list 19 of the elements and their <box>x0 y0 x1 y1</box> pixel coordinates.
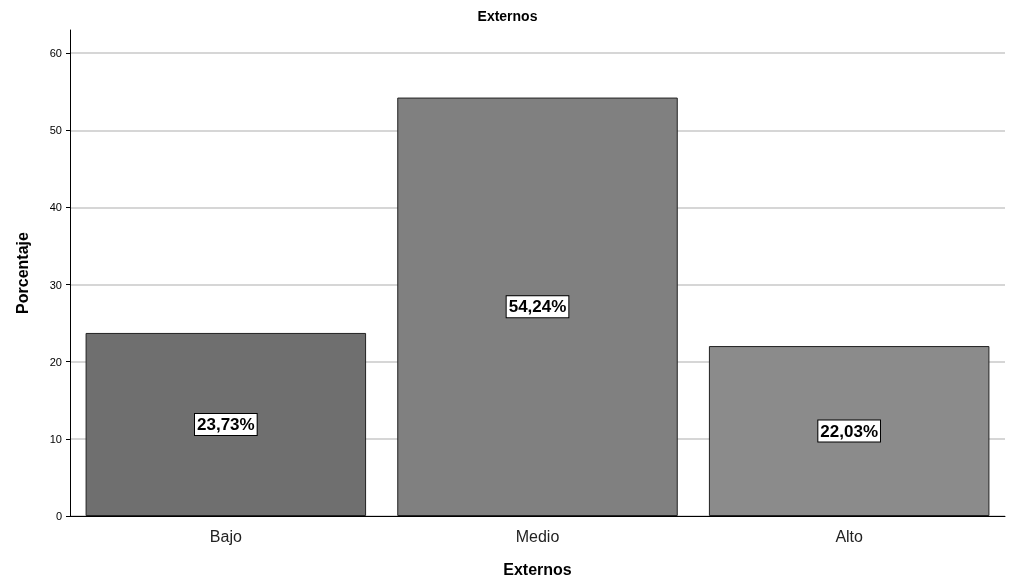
bar <box>397 97 678 516</box>
y-tick-label: 0 <box>55 510 62 522</box>
y-axis-title: Porcentaje <box>13 231 31 314</box>
y-tick-label: 10 <box>49 432 62 445</box>
y-tick-label: 50 <box>49 124 62 137</box>
y-tick-label: 30 <box>49 278 62 291</box>
data-label: 23,73% <box>197 414 255 434</box>
x-tick-label: Alto <box>835 527 864 545</box>
chart-title: Externos <box>477 8 538 24</box>
x-tick-label: Medio <box>515 527 560 545</box>
bar <box>85 332 367 516</box>
x-tick-label: Bajo <box>209 527 242 545</box>
bar <box>708 346 990 516</box>
y-tick-label: 60 <box>49 47 62 60</box>
y-tick-label: 40 <box>49 201 62 214</box>
data-label: 22,03% <box>820 421 878 441</box>
x-axis-title: Externos <box>503 560 572 578</box>
data-label: 54,24% <box>508 297 567 317</box>
y-tick-label: 20 <box>49 355 62 368</box>
